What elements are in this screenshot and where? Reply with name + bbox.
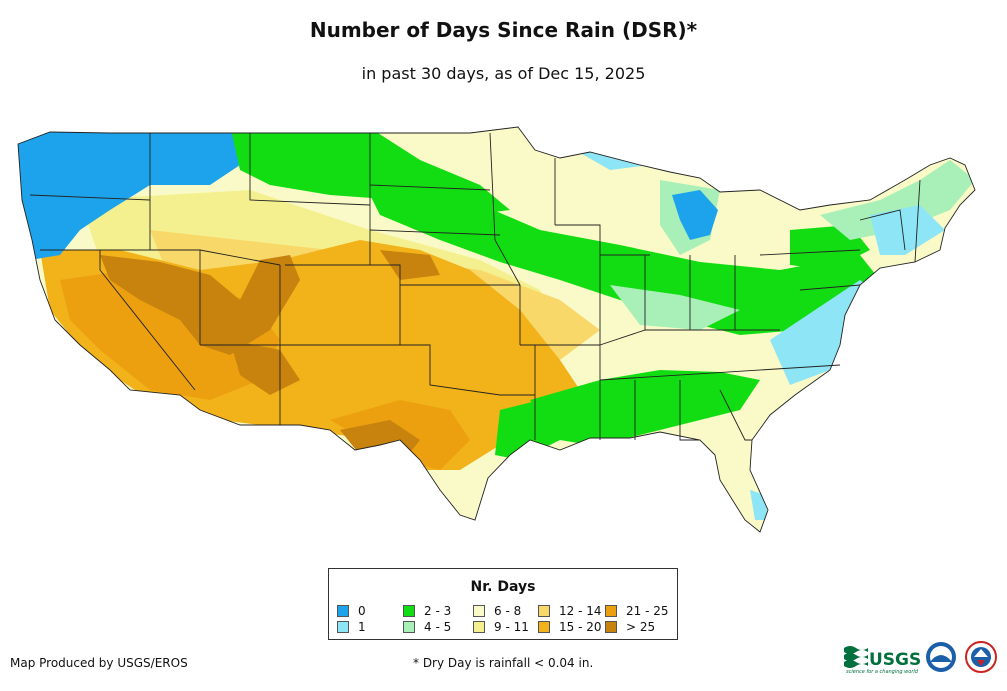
legend-item-1: 1 bbox=[337, 620, 366, 634]
legend-item-12-14: 12 - 14 bbox=[538, 604, 602, 618]
legend-swatch bbox=[403, 605, 415, 617]
credit-text: Map Produced by USGS/EROS bbox=[10, 656, 188, 670]
region-2-3-lower-mississippi bbox=[530, 370, 760, 445]
legend-swatch bbox=[538, 605, 550, 617]
legend-item-2-3: 2 - 3 bbox=[403, 604, 451, 618]
legend-swatch bbox=[403, 621, 415, 633]
legend-item-gt25: > 25 bbox=[605, 620, 655, 634]
legend-label: 2 - 3 bbox=[424, 604, 452, 618]
legend-label: > 25 bbox=[626, 620, 656, 634]
region-gt25-central-plains bbox=[380, 250, 440, 280]
footnote-text: * Dry Day is rainfall < 0.04 in. bbox=[413, 656, 594, 670]
legend-swatch bbox=[605, 621, 617, 633]
region-gt25-southwest bbox=[230, 340, 300, 395]
usgs-wordmark: USGS bbox=[869, 650, 921, 670]
legend-item-0: 0 bbox=[337, 604, 366, 618]
region-0-michigan bbox=[672, 190, 718, 240]
legend-item-6-8: 6 - 8 bbox=[473, 604, 521, 618]
legend-label: 21 - 25 bbox=[626, 604, 669, 618]
legend-swatch bbox=[473, 605, 485, 617]
legend: Nr. Days 0 1 2 - 3 4 - 5 6 - 8 9 - 11 12… bbox=[328, 568, 678, 640]
legend-item-4-5: 4 - 5 bbox=[403, 620, 451, 634]
region-1-northeast bbox=[870, 205, 945, 255]
us-dsr-map bbox=[17, 126, 976, 533]
map-subtitle: in past 30 days, as of Dec 15, 2025 bbox=[361, 64, 646, 83]
legend-item-9-11: 9 - 11 bbox=[473, 620, 529, 634]
state-boundaries bbox=[17, 126, 976, 533]
usgs-tagline: science for a changing world bbox=[846, 669, 919, 675]
legend-label: 15 - 20 bbox=[559, 620, 602, 634]
region-0-pacific-nw bbox=[18, 127, 240, 260]
map-title: Number of Days Since Rain (DSR)* bbox=[309, 18, 698, 42]
legend-item-15-20: 15 - 20 bbox=[538, 620, 602, 634]
region-1-upper-michigan bbox=[575, 148, 650, 170]
legend-swatch bbox=[473, 621, 485, 633]
legend-label: 12 - 14 bbox=[559, 604, 602, 618]
noaa-logo bbox=[926, 642, 956, 672]
agency-logos: USGS science for a changing world bbox=[844, 641, 997, 675]
legend-swatch bbox=[605, 605, 617, 617]
region-4-5-new-england bbox=[820, 160, 975, 240]
legend-label: 6 - 8 bbox=[494, 604, 522, 618]
legend-item-21-25: 21 - 25 bbox=[605, 604, 669, 618]
legend-label: 9 - 11 bbox=[494, 620, 529, 634]
usgs-logo: USGS science for a changing world bbox=[844, 646, 921, 675]
legend-swatch bbox=[337, 605, 349, 617]
nws-logo bbox=[965, 641, 997, 673]
legend-swatch bbox=[337, 621, 349, 633]
legend-title: Nr. Days bbox=[470, 579, 536, 595]
legend-label: 1 bbox=[358, 620, 366, 634]
region-4-5-upper-midwest bbox=[610, 285, 740, 330]
legend-label: 4 - 5 bbox=[424, 620, 452, 634]
legend-swatch bbox=[538, 621, 550, 633]
legend-label: 0 bbox=[358, 604, 366, 618]
